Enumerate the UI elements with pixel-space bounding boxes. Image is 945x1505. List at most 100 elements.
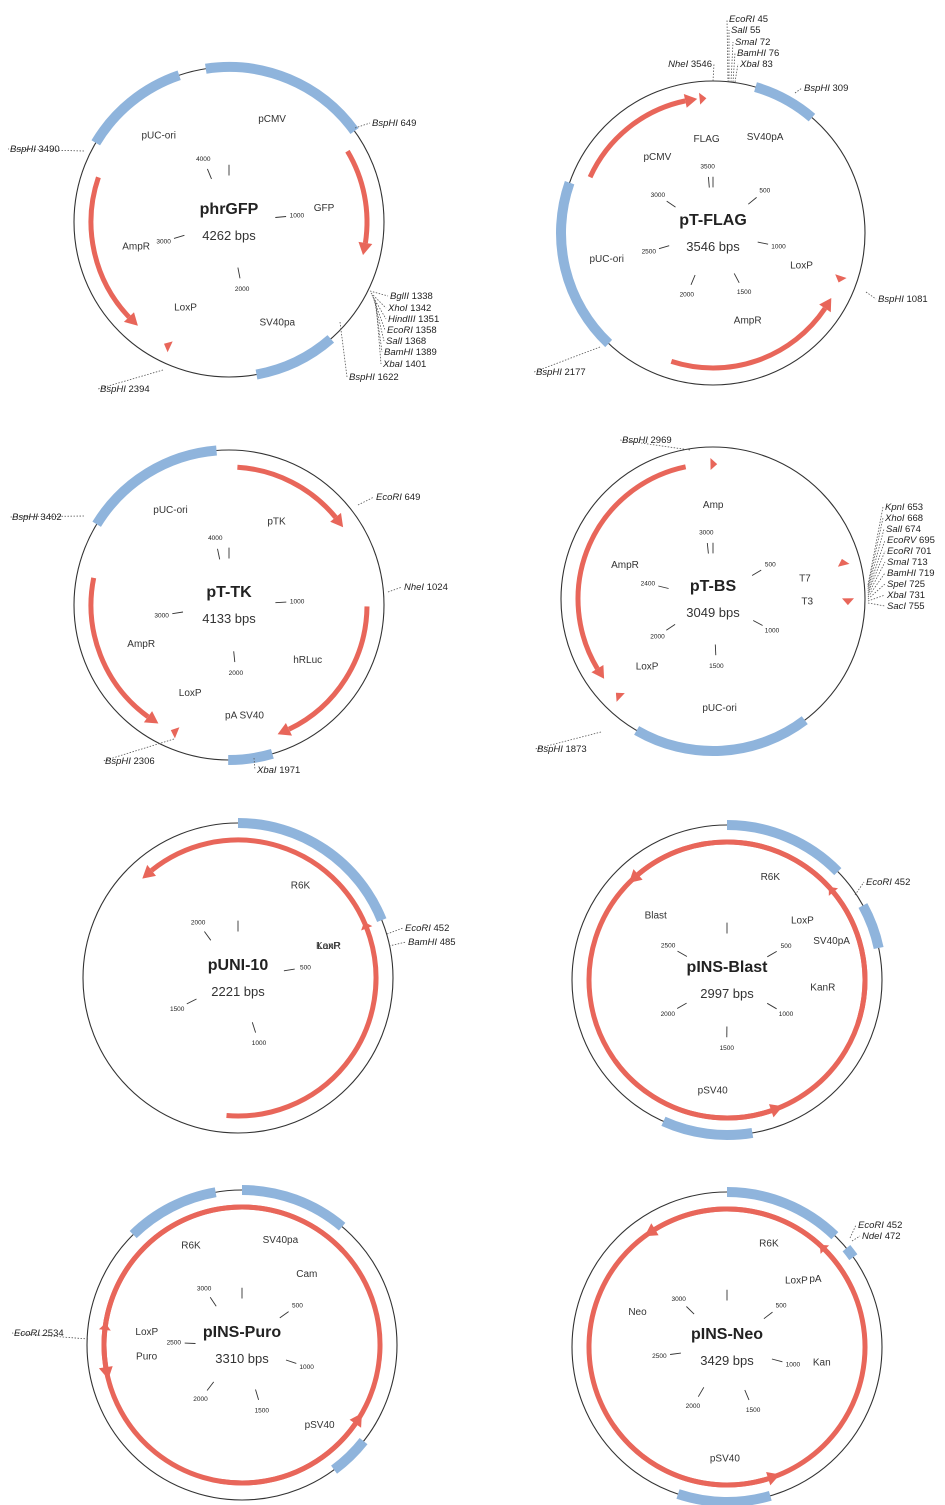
scale-tick-label: 2000 — [229, 670, 244, 677]
site-leader — [712, 63, 715, 82]
scale-tick-label: 2500 — [661, 943, 676, 950]
site-position: 2534 — [43, 1328, 64, 1339]
marker-amp-icon — [710, 458, 718, 470]
restriction-site-label: XbaI 1401 — [382, 359, 426, 370]
region-label: SV40pA — [813, 936, 850, 947]
site-position: 1081 — [907, 294, 928, 305]
scale-tick-label: 1000 — [771, 243, 786, 250]
gene-label: AmpR — [611, 560, 639, 571]
scale-tick-label: 500 — [300, 964, 311, 971]
arrowhead-icon — [819, 298, 832, 313]
restriction-site-label: SmaI 713 — [887, 557, 928, 568]
scale-tick — [283, 968, 295, 972]
plasmid-size: 4262 bps — [202, 228, 256, 243]
enzyme-name: BamHI — [384, 347, 413, 358]
scale-tick-label: 1000 — [299, 1364, 314, 1371]
site-leader — [388, 941, 407, 947]
restriction-site-label: XbaI 83 — [739, 59, 773, 70]
restriction-site-label: XhoI 668 — [884, 513, 923, 524]
restriction-site-label: SacI 755 — [887, 601, 925, 612]
enzyme-name: EcoRI — [858, 1220, 884, 1231]
site-position: 55 — [750, 25, 761, 36]
gene-label: FLAG — [694, 134, 720, 145]
plasmid-name: pT-FLAG — [679, 212, 747, 229]
scale-tick — [275, 601, 287, 604]
site-leader — [867, 594, 886, 602]
scale-tick-label: 2000 — [193, 1396, 208, 1403]
restriction-site-label: BglII 1338 — [390, 291, 433, 302]
region-label: SV40pa — [263, 1235, 299, 1246]
scale-tick — [733, 273, 740, 284]
scale-tick — [279, 1311, 289, 1319]
enzyme-name: SacI — [887, 601, 906, 612]
site-position: 1873 — [566, 744, 587, 755]
site-leader — [867, 602, 886, 607]
gene-label: Blast — [645, 911, 667, 922]
site-position: 485 — [440, 937, 456, 948]
enzyme-name: EcoRI — [887, 546, 913, 557]
scale-tick — [670, 1352, 681, 1355]
restriction-site-label: NheI 1024 — [404, 582, 448, 593]
restriction-site-label: XhoI 1342 — [387, 303, 431, 314]
scale-tick-label: 4000 — [196, 156, 211, 163]
arrowhead-icon — [123, 312, 138, 326]
restriction-site-label: BspHI 3402 — [12, 512, 62, 523]
site-position: 1389 — [416, 347, 437, 358]
scale-tick-label: 2000 — [191, 920, 206, 927]
region-label: SV40pa — [260, 318, 296, 329]
site-leader — [375, 302, 382, 365]
gene-label: Neo — [628, 1307, 647, 1318]
restriction-site-label: EcoRI 45 — [729, 14, 768, 25]
marker-loxp-icon — [835, 274, 847, 283]
enzyme-name: EcoRI — [405, 923, 431, 934]
gene-arrow-kanr — [150, 837, 379, 1119]
site-position: 1351 — [418, 314, 439, 325]
site-leader — [732, 52, 736, 83]
scale-tick — [697, 1387, 705, 1397]
scale-tick-label: 3000 — [699, 530, 714, 537]
site-position: 472 — [885, 1231, 901, 1242]
site-leader — [102, 738, 175, 762]
site-leader — [373, 298, 385, 342]
restriction-site-label: EcoRI 452 — [866, 877, 910, 888]
scale-tick-label: 1000 — [252, 1040, 267, 1047]
marker-loxp-icon — [170, 727, 180, 739]
enzyme-name: NdeI — [862, 1231, 882, 1242]
gene-label: hRLuc — [293, 655, 322, 666]
marker-loxp-icon — [164, 341, 173, 353]
restriction-site-label: BspHI 2969 — [622, 435, 672, 446]
plasmid-size: 2997 bps — [700, 986, 754, 1001]
region-puc-ori — [634, 716, 808, 756]
region-psv40 — [330, 1437, 368, 1474]
site-position: 1024 — [427, 582, 448, 593]
restriction-site-label: SmaI 72 — [735, 37, 770, 48]
site-position: 452 — [887, 1220, 903, 1231]
gene-label: T7 — [799, 573, 811, 584]
site-position: 452 — [434, 923, 450, 934]
enzyme-name: NheI — [668, 59, 688, 70]
arrowhead-icon — [143, 711, 159, 724]
enzyme-name: SalI — [731, 25, 748, 36]
marker-t3-icon — [842, 598, 854, 606]
scale-tick-label: 3500 — [700, 163, 715, 170]
site-position: 695 — [919, 535, 935, 546]
region-sv40pa — [754, 82, 816, 122]
plasmid-name: pINS-Neo — [691, 1326, 763, 1343]
enzyme-name: BspHI — [349, 372, 375, 383]
site-position: 309 — [833, 83, 849, 94]
arrowhead-icon — [628, 869, 643, 883]
gene-arrow-ptk — [237, 464, 338, 519]
site-leader — [865, 291, 877, 300]
region-sv40pa — [255, 335, 335, 380]
region-label: pCMV — [258, 114, 286, 125]
scale-tick — [752, 620, 763, 626]
gene-label: LoxP — [174, 303, 197, 314]
site-leader — [387, 586, 403, 593]
region-label: R6K — [759, 1239, 779, 1250]
scale-tick — [255, 1389, 260, 1401]
enzyme-name: EcoRI — [866, 877, 892, 888]
enzyme-name: EcoRI — [387, 325, 413, 336]
site-position: 2394 — [129, 384, 150, 395]
scale-tick-label: 2000 — [235, 286, 250, 293]
